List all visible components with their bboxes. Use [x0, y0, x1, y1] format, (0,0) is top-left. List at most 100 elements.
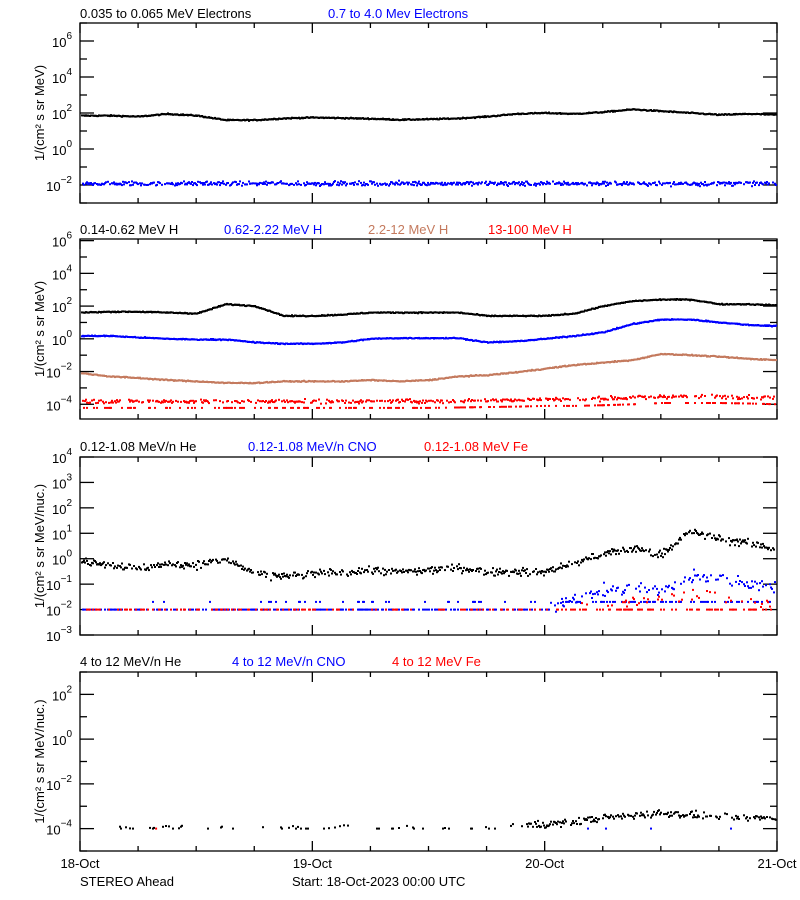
data-point	[115, 401, 117, 404]
data-point	[97, 401, 99, 404]
data-point	[406, 181, 408, 184]
data-point	[118, 400, 120, 403]
data-point	[749, 402, 751, 405]
data-point	[737, 540, 739, 543]
data-point	[428, 567, 430, 570]
data-point	[292, 574, 294, 577]
data-point	[701, 393, 703, 396]
data-point	[642, 182, 644, 185]
data-point	[468, 570, 470, 573]
data-point	[195, 563, 197, 566]
data-point	[435, 406, 437, 409]
data-point	[514, 398, 516, 401]
data-point	[328, 184, 330, 187]
data-point	[752, 541, 754, 544]
data-point	[87, 563, 89, 565]
data-point	[542, 570, 544, 573]
data-point	[278, 312, 280, 315]
data-point	[140, 568, 142, 571]
data-point	[645, 549, 647, 552]
data-point	[457, 568, 459, 571]
data-point	[716, 394, 718, 397]
data-point	[534, 600, 536, 603]
data-point	[414, 406, 416, 409]
data-point	[163, 563, 165, 566]
data-point	[240, 564, 242, 567]
data-point	[531, 608, 533, 611]
data-point	[697, 184, 699, 187]
data-point	[606, 589, 608, 592]
data-point	[428, 608, 430, 611]
data-point	[415, 400, 417, 403]
data-point	[297, 180, 299, 183]
data-point	[140, 184, 142, 187]
data-point	[371, 406, 373, 409]
data-point	[766, 546, 768, 549]
data-point	[306, 572, 308, 575]
data-point	[443, 183, 445, 186]
data-point	[368, 565, 370, 568]
data-point	[100, 399, 102, 402]
data-point	[599, 400, 601, 403]
data-point	[196, 184, 198, 187]
data-point	[388, 608, 390, 611]
data-point	[90, 182, 92, 184]
legend-label: 0.14-0.62 MeV H	[80, 222, 178, 237]
data-point	[106, 406, 108, 409]
data-point	[661, 402, 663, 404]
data-point	[630, 396, 632, 399]
data-point	[359, 400, 361, 403]
data-point	[554, 398, 556, 401]
data-point	[719, 395, 721, 398]
data-point	[319, 600, 321, 603]
data-point	[190, 182, 192, 185]
data-point	[654, 181, 656, 184]
data-point	[540, 405, 542, 407]
data-point	[369, 406, 371, 409]
data-point	[433, 569, 435, 572]
data-point	[478, 570, 480, 573]
data-point	[230, 562, 232, 565]
data-point	[399, 401, 401, 403]
data-point	[175, 565, 177, 568]
data-point	[663, 547, 665, 550]
data-point	[203, 560, 205, 563]
data-point	[451, 563, 453, 566]
data-point	[411, 401, 413, 404]
data-point	[546, 180, 548, 183]
data-point	[194, 406, 196, 409]
data-point	[489, 406, 491, 408]
data-point	[545, 183, 547, 186]
data-point	[515, 405, 517, 408]
data-point	[214, 406, 216, 409]
data-point	[358, 180, 360, 183]
data-point	[183, 180, 185, 183]
data-point	[755, 545, 757, 548]
data-point	[303, 182, 305, 185]
data-point	[408, 181, 410, 184]
data-point	[578, 183, 580, 186]
data-point	[565, 597, 567, 600]
data-point	[320, 570, 322, 573]
data-point	[83, 608, 85, 611]
data-point	[395, 568, 397, 571]
data-point	[682, 395, 684, 398]
data-point	[577, 560, 579, 563]
data-point	[667, 550, 669, 553]
data-point	[218, 181, 220, 184]
data-point	[161, 183, 163, 186]
data-point	[447, 565, 449, 568]
data-point	[493, 406, 495, 408]
data-point	[262, 183, 264, 185]
data-point	[138, 565, 140, 568]
data-point	[518, 181, 520, 184]
data-point	[278, 398, 280, 401]
data-point	[402, 400, 404, 402]
data-point	[445, 608, 447, 611]
data-point	[460, 406, 462, 409]
data-point	[275, 574, 277, 577]
data-point	[304, 600, 306, 603]
data-point	[530, 600, 532, 603]
data-point	[606, 600, 608, 603]
data-point	[679, 536, 681, 539]
